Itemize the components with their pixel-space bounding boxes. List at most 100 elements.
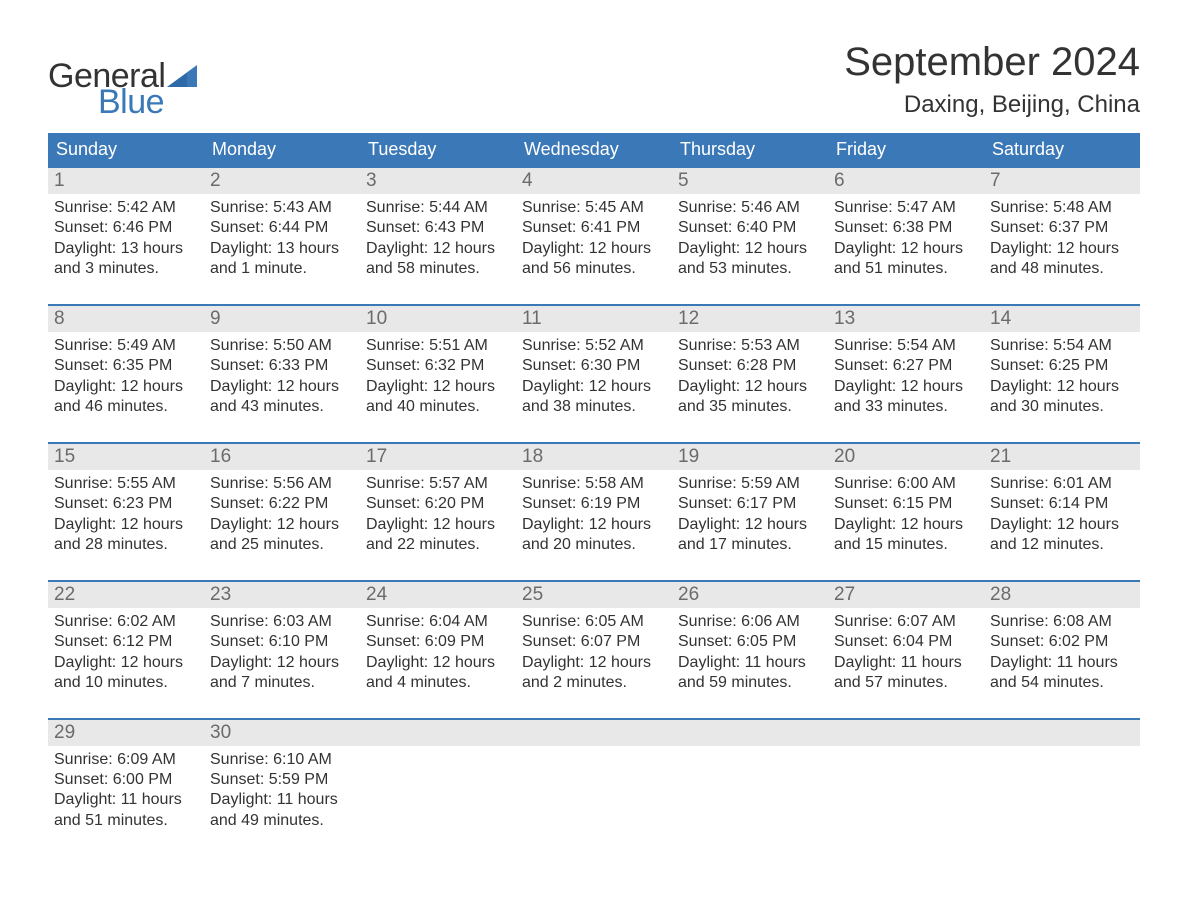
day-body: Sunrise: 5:46 AMSunset: 6:40 PMDaylight:…: [672, 194, 828, 284]
day-number: 14: [990, 308, 1011, 329]
day-number-bar: 11: [516, 306, 672, 332]
sunrise-text: Sunrise: 5:57 AM: [366, 474, 510, 494]
daylight-text: Daylight: 12 hours and 43 minutes.: [210, 377, 354, 418]
calendar-day-cell: 15Sunrise: 5:55 AMSunset: 6:23 PMDayligh…: [48, 444, 204, 560]
calendar-day-cell: 3Sunrise: 5:44 AMSunset: 6:43 PMDaylight…: [360, 168, 516, 284]
day-number: 23: [210, 584, 231, 605]
sunrise-text: Sunrise: 5:55 AM: [54, 474, 198, 494]
daylight-text: Daylight: 12 hours and 48 minutes.: [990, 239, 1134, 280]
day-number-bar: 21: [984, 444, 1140, 470]
calendar-day-cell: 11 Sunrise: 5:52 AMSunset: 6:30 PMDayligh…: [516, 306, 672, 422]
calendar-day-cell: 17Sunrise: 5:57 AMSunset: 6:20 PMDayligh…: [360, 444, 516, 560]
day-number-bar: 17: [360, 444, 516, 470]
day-number: 5: [678, 170, 689, 191]
day-number-bar: 15: [48, 444, 204, 470]
sunrise-text: Sunrise: 6:08 AM: [990, 612, 1134, 632]
day-number: 19: [678, 446, 699, 467]
calendar-day-cell: 26 Sunrise: 6:06 AMSunset: 6:05 PMDayligh…: [672, 582, 828, 698]
day-number-bar: 7: [984, 168, 1140, 194]
daylight-text: Daylight: 12 hours and 33 minutes.: [834, 377, 978, 418]
day-body: Sunrise: 5:42 AMSunset: 6:46 PMDaylight:…: [48, 194, 204, 284]
sunrise-text: Sunrise: 5:48 AM: [990, 198, 1134, 218]
daylight-text: Daylight: 12 hours and 7 minutes.: [210, 653, 354, 694]
day-body: Sunrise: 5:59 AMSunset: 6:17 PMDaylight:…: [672, 470, 828, 560]
sunrise-text: Sunrise: 6:03 AM: [210, 612, 354, 632]
daylight-text: Daylight: 12 hours and 38 minutes.: [522, 377, 666, 418]
sunset-text: Sunset: 6:30 PM: [522, 356, 666, 376]
day-body: Sunrise: 5:54 AMSunset: 6:27 PMDaylight:…: [828, 332, 984, 422]
sunrise-text: Sunrise: 6:07 AM: [834, 612, 978, 632]
sunset-text: Sunset: 6:19 PM: [522, 494, 666, 514]
day-body: Sunrise: 6:06 AMSunset: 6:05 PMDaylight:…: [672, 608, 828, 698]
sunrise-text: Sunrise: 5:52 AM: [522, 336, 666, 356]
day-number-bar: 8: [48, 306, 204, 332]
day-number: 12: [678, 308, 699, 329]
calendar-day-cell: 8Sunrise: 5:49 AMSunset: 6:35 PMDaylight…: [48, 306, 204, 422]
day-number: 26: [678, 584, 699, 605]
calendar-day-cell: 25Sunrise: 6:05 AMSunset: 6:07 PMDayligh…: [516, 582, 672, 698]
day-number-bar: [828, 720, 984, 746]
sunrise-text: Sunrise: 5:54 AM: [834, 336, 978, 356]
day-number-bar: [360, 720, 516, 746]
day-body: Sunrise: 5:45 AMSunset: 6:41 PMDaylight:…: [516, 194, 672, 284]
daylight-text: Daylight: 11 hours and 57 minutes.: [834, 653, 978, 694]
daylight-text: Daylight: 12 hours and 25 minutes.: [210, 515, 354, 556]
day-body: Sunrise: 5:58 AMSunset: 6:19 PMDaylight:…: [516, 470, 672, 560]
sunrise-text: Sunrise: 5:46 AM: [678, 198, 822, 218]
calendar-day-cell: 9Sunrise: 5:50 AMSunset: 6:33 PMDaylight…: [204, 306, 360, 422]
sunrise-text: Sunrise: 6:05 AM: [522, 612, 666, 632]
day-number-bar: 26: [672, 582, 828, 608]
sunrise-text: Sunrise: 5:53 AM: [678, 336, 822, 356]
header: General Blue September 2024 Daxing, Beij…: [48, 40, 1140, 119]
day-number-bar: 4: [516, 168, 672, 194]
calendar-week: 8Sunrise: 5:49 AMSunset: 6:35 PMDaylight…: [48, 304, 1140, 422]
sunset-text: Sunset: 6:25 PM: [990, 356, 1134, 376]
weekday-header: Saturday: [984, 133, 1140, 166]
day-number-bar: 3: [360, 168, 516, 194]
day-body: Sunrise: 6:01 AMSunset: 6:14 PMDaylight:…: [984, 470, 1140, 560]
sunset-text: Sunset: 6:33 PM: [210, 356, 354, 376]
day-body: Sunrise: 6:03 AMSunset: 6:10 PMDaylight:…: [204, 608, 360, 698]
day-body: Sunrise: 5:44 AMSunset: 6:43 PMDaylight:…: [360, 194, 516, 284]
sunrise-text: Sunrise: 5:44 AM: [366, 198, 510, 218]
day-number-bar: [516, 720, 672, 746]
day-number: 28: [990, 584, 1011, 605]
day-number-bar: [672, 720, 828, 746]
day-number-bar: 22: [48, 582, 204, 608]
calendar-day-cell: 20Sunrise: 6:00 AMSunset: 6:15 PMDayligh…: [828, 444, 984, 560]
sunrise-text: Sunrise: 5:54 AM: [990, 336, 1134, 356]
daylight-text: Daylight: 12 hours and 20 minutes.: [522, 515, 666, 556]
daylight-text: Daylight: 12 hours and 12 minutes.: [990, 515, 1134, 556]
sunset-text: Sunset: 6:41 PM: [522, 218, 666, 238]
calendar-day-cell: 24Sunrise: 6:04 AMSunset: 6:09 PMDayligh…: [360, 582, 516, 698]
calendar-day-cell: 23 Sunrise: 6:03 AMSunset: 6:10 PMDayligh…: [204, 582, 360, 698]
day-number: 24: [366, 584, 387, 605]
calendar-day-cell: 14 Sunrise: 5:54 AMSunset: 6:25 PMDayligh…: [984, 306, 1140, 422]
sunset-text: Sunset: 6:09 PM: [366, 632, 510, 652]
calendar-day-cell: 21Sunrise: 6:01 AMSunset: 6:14 PMDayligh…: [984, 444, 1140, 560]
sunrise-text: Sunrise: 5:42 AM: [54, 198, 198, 218]
weekday-header: Wednesday: [516, 133, 672, 166]
day-number: 30: [210, 722, 231, 743]
calendar-day-cell: 27Sunrise: 6:07 AMSunset: 6:04 PMDayligh…: [828, 582, 984, 698]
day-number: 20: [834, 446, 855, 467]
day-body: Sunrise: 5:48 AMSunset: 6:37 PMDaylight:…: [984, 194, 1140, 284]
day-number: 2: [210, 170, 221, 191]
weekday-header-row: Sunday Monday Tuesday Wednesday Thursday…: [48, 133, 1140, 166]
calendar-day-cell: 2 Sunrise: 5:43 AMSunset: 6:44 PMDaylight…: [204, 168, 360, 284]
day-body: Sunrise: 5:43 AMSunset: 6:44 PMDaylight:…: [204, 194, 360, 284]
sunrise-text: Sunrise: 5:50 AM: [210, 336, 354, 356]
day-body: Sunrise: 6:08 AMSunset: 6:02 PMDaylight:…: [984, 608, 1140, 698]
sunset-text: Sunset: 6:37 PM: [990, 218, 1134, 238]
calendar-week: 15Sunrise: 5:55 AMSunset: 6:23 PMDayligh…: [48, 442, 1140, 560]
sunrise-text: Sunrise: 5:58 AM: [522, 474, 666, 494]
day-number: 22: [54, 584, 75, 605]
day-body: Sunrise: 5:54 AMSunset: 6:25 PMDaylight:…: [984, 332, 1140, 422]
sunset-text: Sunset: 6:12 PM: [54, 632, 198, 652]
day-number-bar: 27: [828, 582, 984, 608]
sunrise-text: Sunrise: 5:47 AM: [834, 198, 978, 218]
calendar-day-cell: 18Sunrise: 5:58 AMSunset: 6:19 PMDayligh…: [516, 444, 672, 560]
calendar-day-cell: [360, 720, 516, 836]
day-number-bar: 29: [48, 720, 204, 746]
day-body: Sunrise: 5:50 AMSunset: 6:33 PMDaylight:…: [204, 332, 360, 422]
